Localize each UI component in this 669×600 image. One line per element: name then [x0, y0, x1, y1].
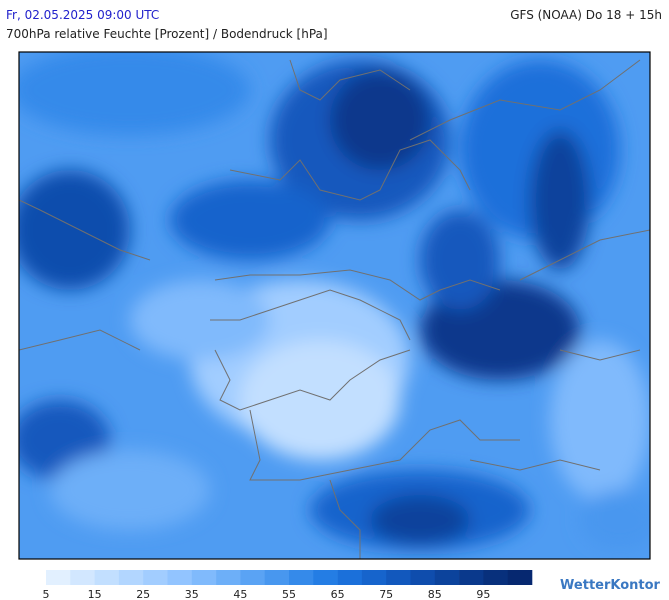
colorbar-swatch: [216, 570, 241, 585]
humidity-field: [19, 52, 650, 559]
datetime: Fr, 02.05.2025 09:00 UTC: [6, 8, 159, 22]
colorbar-swatch: [507, 570, 533, 585]
map-frame: [18, 51, 651, 560]
colorbar-swatch: [118, 570, 144, 585]
colorbar-swatch: [434, 570, 460, 585]
colorbar-swatch: [337, 570, 363, 585]
colorbar: 5 15 25 35 45 55 65 75 85 95: [43, 570, 533, 600]
colorbar-swatch: [483, 570, 508, 585]
borders: [19, 59, 650, 559]
colorbar-label: 5: [43, 588, 50, 600]
colorbar-swatch: [167, 570, 193, 585]
colorbar-swatch: [361, 570, 387, 585]
colorbar-swatch: [410, 570, 436, 585]
colorbar-label: 15: [88, 588, 102, 600]
colorbar-swatch: [46, 570, 71, 585]
colorbar-swatch: [143, 570, 168, 585]
colorbar-label: 25: [136, 588, 150, 600]
colorbar-swatch: [70, 570, 95, 585]
colorbar-label: 75: [379, 588, 393, 600]
model-run: GFS (NOAA) Do 18 + 15h: [510, 8, 662, 22]
colorbar-label: 65: [331, 588, 345, 600]
colorbar-label: 35: [185, 588, 199, 600]
subtitle: 700hPa relative Feuchte [Prozent] / Bode…: [6, 27, 328, 41]
colorbar-label: 45: [233, 588, 247, 600]
colorbar-swatch: [191, 570, 217, 585]
colorbar-swatch: [94, 570, 120, 585]
colorbar-swatch: [264, 570, 290, 585]
colorbar-swatch: [289, 570, 314, 585]
colorbar-label: 55: [282, 588, 296, 600]
colorbar-swatch: [459, 570, 484, 585]
colorbar-swatch: [386, 570, 411, 585]
colorbar-swatch: [240, 570, 265, 585]
colorbar-swatch: [313, 570, 338, 585]
brand-logo: WetterKontor: [560, 578, 661, 593]
colorbar-label: 85: [428, 588, 442, 600]
colorbar-label: 95: [476, 588, 490, 600]
